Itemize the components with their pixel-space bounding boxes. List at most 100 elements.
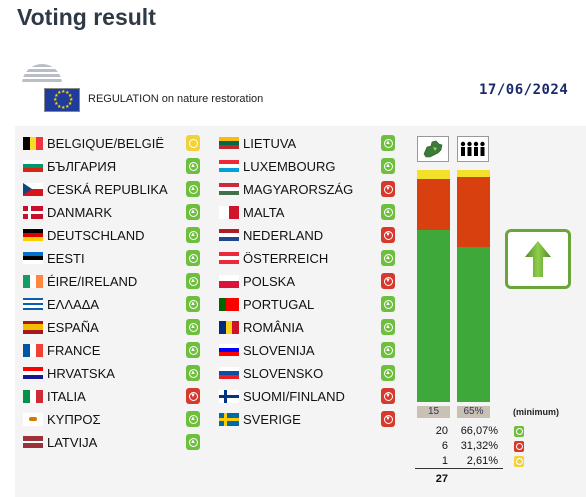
country-flag-icon: [23, 412, 43, 426]
tally-no-percent: 31,32%: [460, 440, 498, 452]
country-flag-icon: [23, 182, 43, 196]
country-row: CESKÁ REPUBLIKA: [23, 179, 168, 199]
vote-yes-icon: ▲: [186, 158, 200, 174]
country-name: LIETUVA: [243, 135, 297, 151]
population-yes-segment: [457, 246, 490, 402]
tally-divider: [415, 468, 503, 469]
country-flag-icon: [219, 297, 240, 311]
country-row: LATVIJA: [23, 432, 97, 452]
country-flag-icon: [219, 389, 239, 403]
tally-yes-percent: 66,07%: [460, 425, 498, 437]
country-name: CESKÁ REPUBLIKA: [47, 181, 168, 197]
tally-abstain-icon: [514, 456, 524, 467]
country-row: EESTI: [23, 248, 85, 268]
member-states-bar: [417, 170, 450, 402]
country-name: BELGIQUE/BELGIË: [47, 135, 165, 151]
vote-yes-icon: ▲: [186, 342, 200, 358]
country-name: ESPAÑA: [47, 319, 99, 335]
country-flag-icon: [23, 389, 44, 403]
minimum-label: (minimum): [513, 407, 559, 417]
country-name: DEUTSCHLAND: [47, 227, 145, 243]
country-row: ÉIRE/IRELAND: [23, 271, 137, 291]
population-abstain-segment: [457, 170, 490, 177]
country-name: PORTUGAL: [243, 296, 315, 312]
vote-abstain-icon: [186, 135, 200, 151]
country-name: MALTA: [243, 204, 285, 220]
up-arrow-icon: [525, 241, 551, 277]
country-row: BELGIQUE/BELGIË: [23, 133, 164, 153]
country-row: LIETUVA: [219, 133, 296, 153]
vote-yes-icon: ▲: [186, 204, 200, 220]
country-name: ΕΛΛΑΔΑ: [47, 296, 100, 312]
tally-abstain-percent: 2,61%: [466, 455, 498, 467]
tally-no-icon: [514, 441, 524, 452]
country-row: DANMARK: [23, 202, 112, 222]
country-name: SUOMI/FINLAND: [243, 388, 345, 404]
country-row: ESPAÑA: [23, 317, 99, 337]
country-flag-icon: [219, 182, 239, 196]
vote-yes-icon: ▲: [381, 365, 395, 381]
country-row: ΕΛΛΑΔΑ: [23, 294, 99, 314]
country-row: PORTUGAL: [219, 294, 314, 314]
council-logo: [22, 64, 64, 116]
population-no-segment: [457, 176, 490, 247]
country-flag-icon: [219, 274, 239, 288]
vote-yes-icon: ▲: [381, 319, 395, 335]
vote-yes-icon: ▲: [186, 181, 200, 197]
country-row: БЪЛГАРИЯ: [23, 156, 116, 176]
tally-no-count: 6: [441, 440, 448, 452]
country-flag-icon: [219, 205, 239, 219]
tally-total: 27: [435, 473, 448, 485]
people-icon: [457, 136, 489, 162]
vote-yes-icon: ▲: [186, 250, 200, 266]
vote-yes-icon: ▲: [381, 204, 395, 220]
vote-yes-icon: ▲: [381, 158, 395, 174]
vote-no-icon: ▼: [381, 273, 395, 289]
eu-map-icon: [417, 136, 449, 162]
country-row: SVERIGE: [219, 409, 301, 429]
country-flag-icon: [23, 320, 43, 334]
country-name: HRVATSKA: [47, 365, 115, 381]
page-title: Voting result: [17, 4, 156, 30]
country-row: ÖSTERREICH: [219, 248, 328, 268]
country-row: ROMÂNIA: [219, 317, 304, 337]
country-name: SVERIGE: [243, 411, 301, 427]
vote-no-icon: ▼: [186, 388, 200, 404]
member-states-yes-segment: [417, 230, 450, 402]
country-name: ÉIRE/IRELAND: [47, 273, 138, 289]
country-name: NEDERLAND: [243, 227, 324, 243]
country-flag-icon: [23, 343, 44, 357]
vote-yes-icon: ▲: [186, 434, 200, 450]
member-states-abstain-segment: [417, 170, 450, 180]
country-flag-icon: [219, 412, 239, 426]
country-flag-icon: [23, 205, 43, 219]
country-name: MAGYARORSZÁG: [243, 181, 354, 197]
country-name: БЪЛГАРИЯ: [47, 158, 117, 174]
country-row: POLSKA: [219, 271, 295, 291]
vote-no-icon: ▼: [381, 181, 395, 197]
country-flag-icon: [23, 435, 43, 449]
country-flag-icon: [219, 251, 239, 265]
country-name: ITALIA: [47, 388, 86, 404]
country-flag-icon: [219, 343, 239, 357]
country-name: EESTI: [47, 250, 85, 266]
country-name: POLSKA: [243, 273, 296, 289]
country-name: ÖSTERREICH: [243, 250, 329, 266]
vote-yes-icon: ▲: [186, 319, 200, 335]
country-row: FRANCE: [23, 340, 100, 360]
country-flag-icon: [23, 274, 44, 288]
country-row: HRVATSKA: [23, 363, 115, 383]
country-flag-icon: [23, 228, 43, 242]
vote-yes-icon: ▲: [186, 227, 200, 243]
country-row: SLOVENSKO: [219, 363, 323, 383]
country-name: ΚΥΠΡΟΣ: [47, 411, 101, 427]
country-name: DANMARK: [47, 204, 113, 220]
country-name: SLOVENSKO: [243, 365, 324, 381]
population-threshold-label: 65%: [457, 406, 490, 418]
country-row: NEDERLAND: [219, 225, 323, 245]
eu-flag-icon: ★ ★ ★ ★ ★ ★ ★ ★ ★ ★ ★ ★: [44, 88, 80, 112]
results-panel: [15, 126, 586, 497]
vote-yes-icon: ▲: [186, 411, 200, 427]
country-flag-icon: [23, 297, 43, 311]
country-row: LUXEMBOURG: [219, 156, 335, 176]
